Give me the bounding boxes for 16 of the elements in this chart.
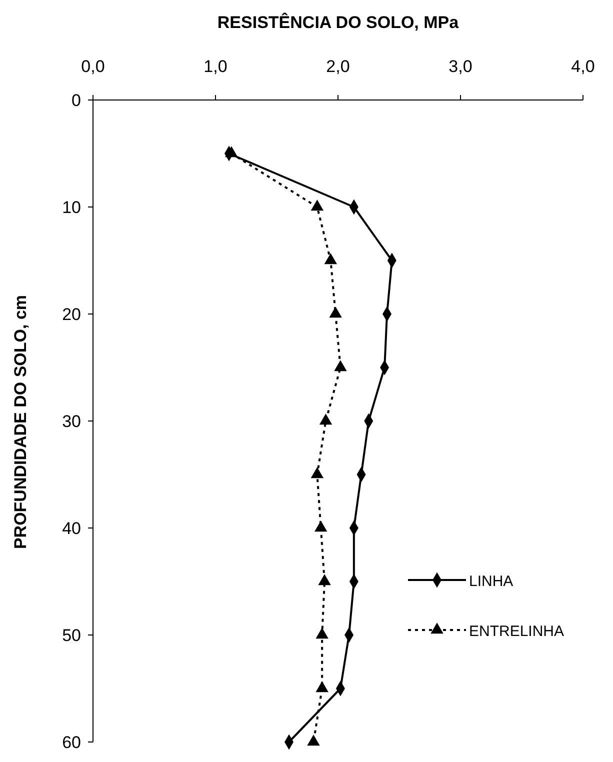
y-tick-label: 0 (72, 91, 81, 110)
x-axis-title: RESISTÊNCIA DO SOLO, MPa (217, 12, 460, 32)
y-tick-label: 50 (62, 626, 81, 645)
legend-label: LINHA (469, 573, 514, 590)
x-tick-label: 2,0 (326, 57, 350, 76)
y-tick-label: 20 (62, 305, 81, 324)
y-tick-label: 10 (62, 198, 81, 217)
y-axis-title: PROFUNDIDADE DO SOLO, cm (11, 294, 30, 550)
x-tick-label: 3,0 (448, 57, 472, 76)
x-tick-label: 4,0 (571, 57, 595, 76)
x-tick-label: 1,0 (204, 57, 228, 76)
y-tick-label: 30 (62, 412, 81, 431)
y-tick-label: 60 (62, 733, 81, 752)
x-tick-label: 0,0 (81, 57, 105, 76)
legend-label: ENTRELINHA (469, 623, 564, 640)
y-tick-label: 40 (62, 519, 81, 538)
